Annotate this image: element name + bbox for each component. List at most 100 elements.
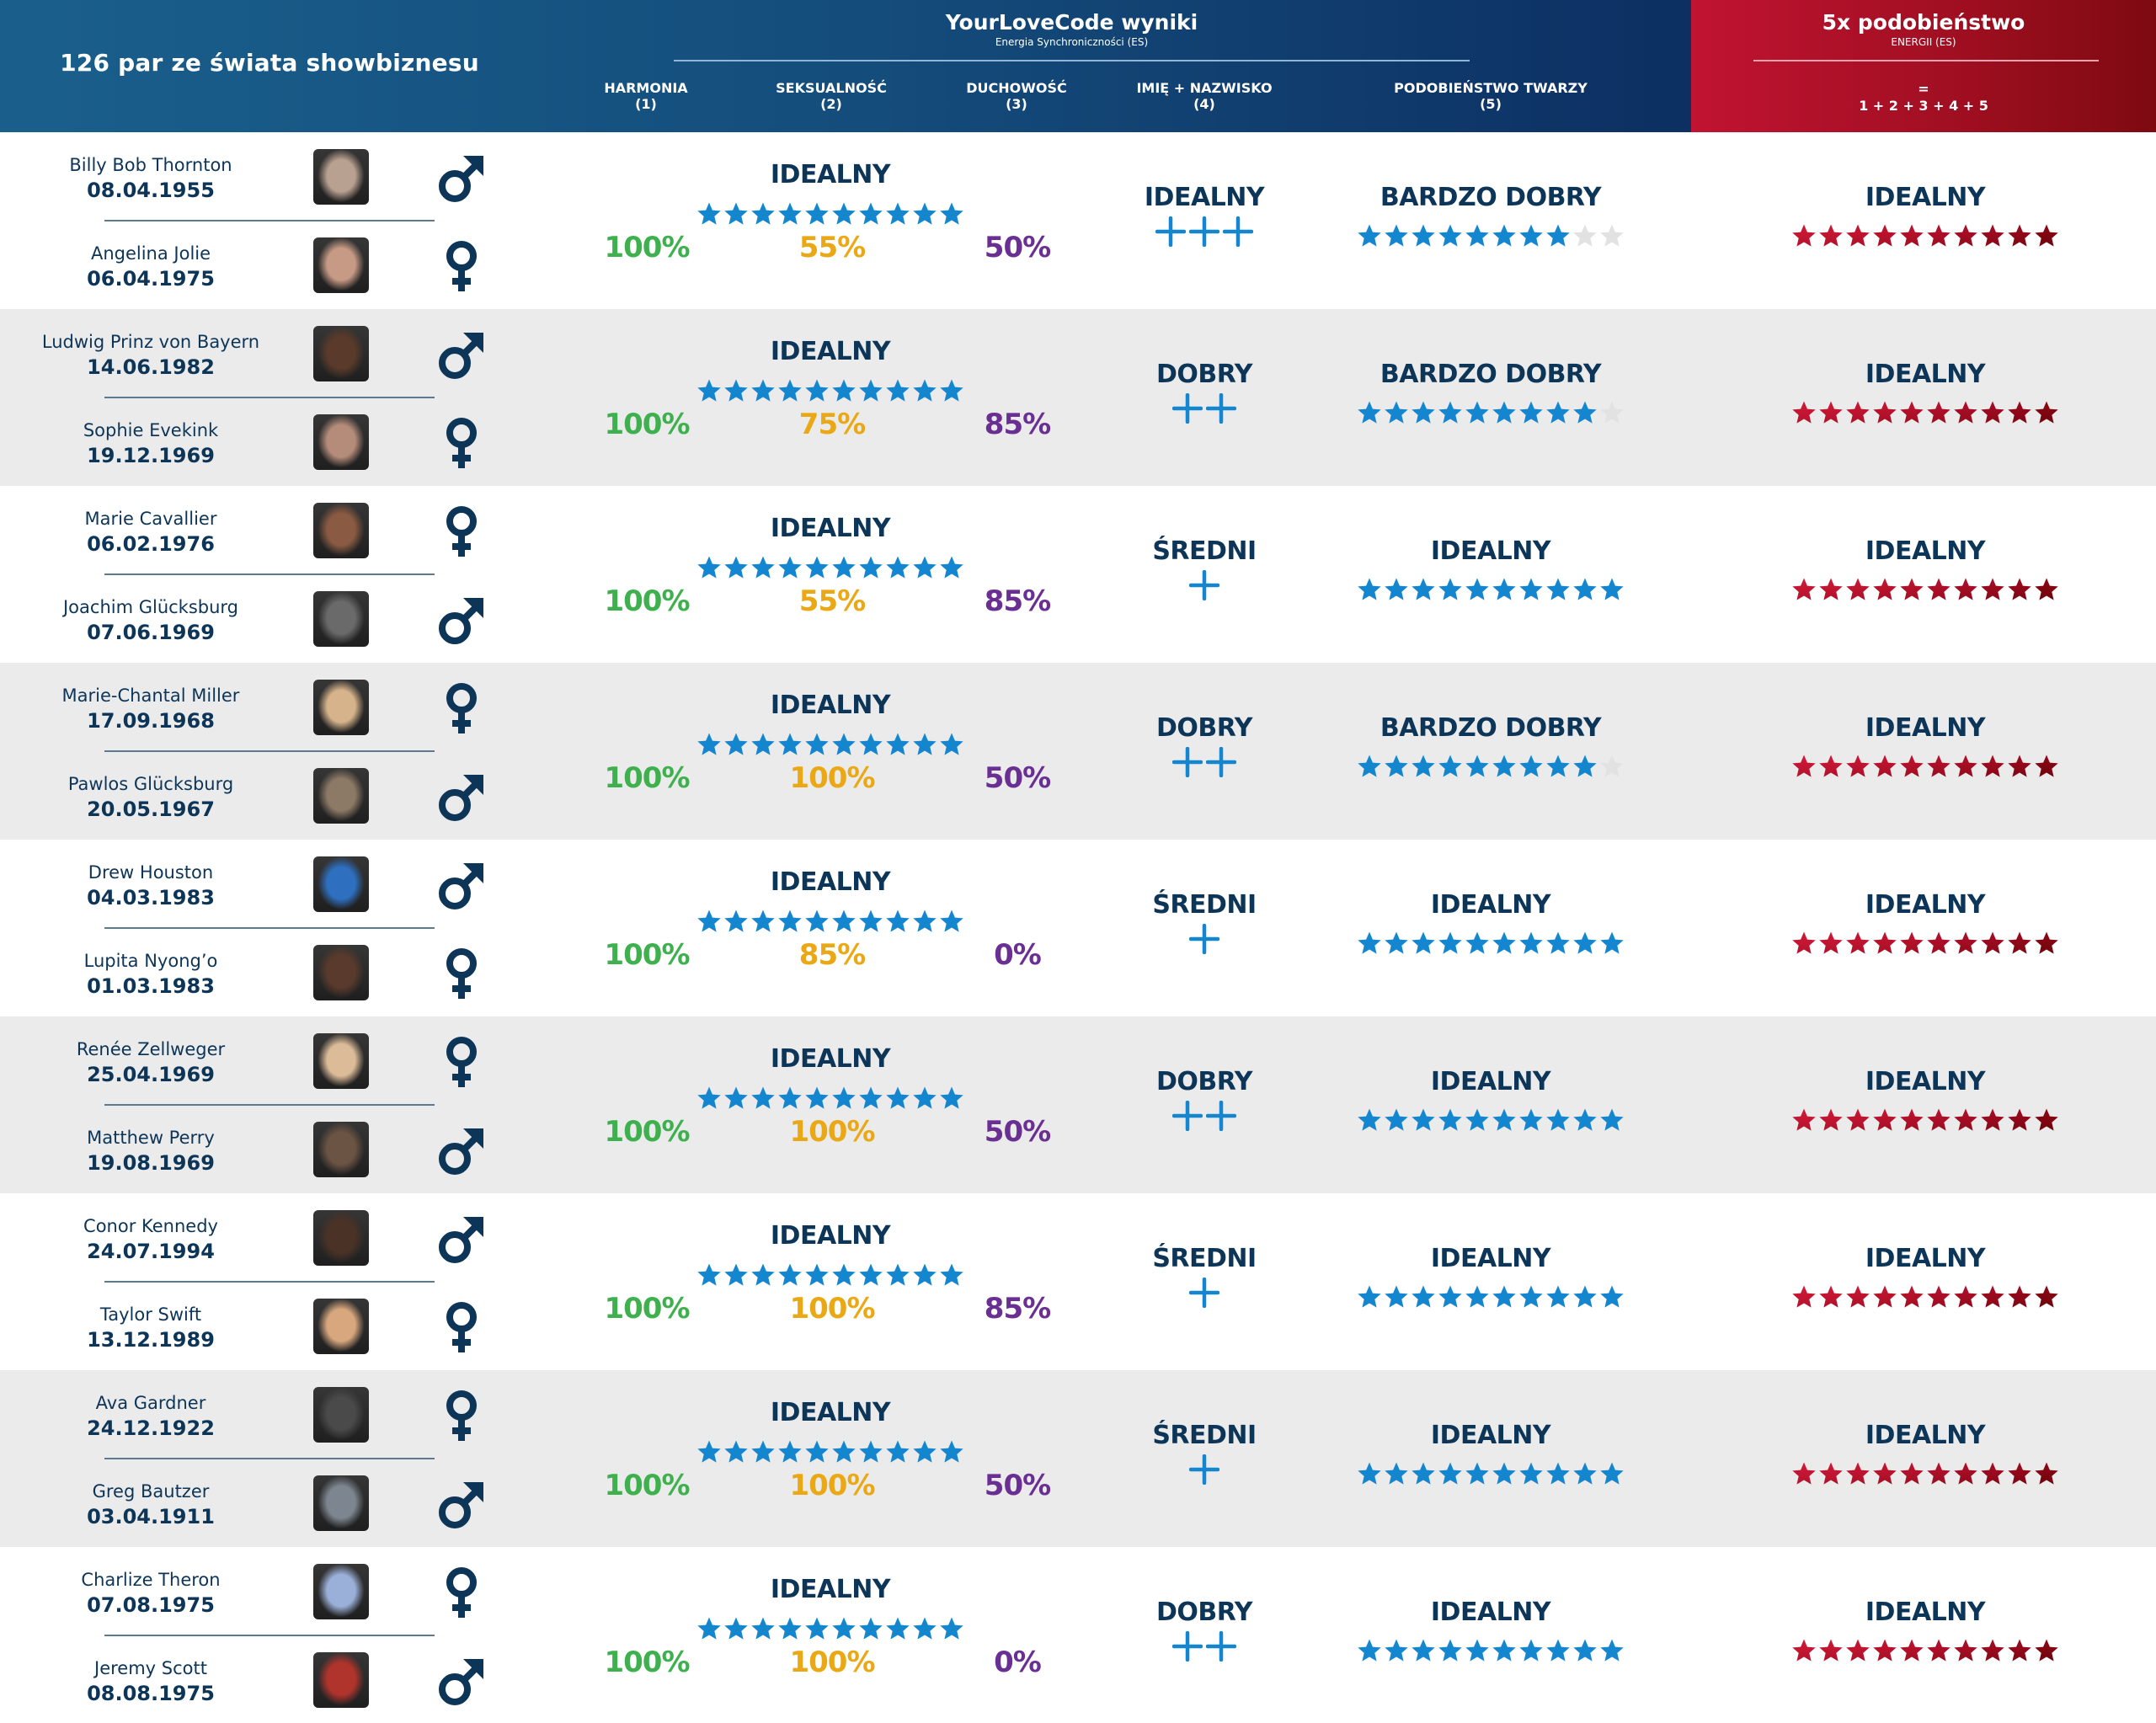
avatar [313, 1033, 369, 1089]
star-filled-icon [832, 1440, 856, 1463]
birth-date: 08.04.1955 [87, 179, 215, 202]
star-filled-icon [1412, 1462, 1435, 1485]
star-filled-icon [724, 910, 748, 932]
star-filled-icon [778, 1086, 802, 1109]
avatar [313, 1122, 369, 1177]
star-filled-icon [1465, 224, 1489, 247]
plus-icon [1155, 216, 1186, 247]
pair-divider [104, 1104, 435, 1106]
star-filled-icon [778, 1617, 802, 1640]
pair-divider [104, 1635, 435, 1636]
es-rating-label: IDEALNY [770, 1221, 891, 1251]
avatar [313, 414, 369, 470]
birth-date: 04.03.1983 [87, 886, 215, 910]
column-header-label: DUCHOWOŚĆ [966, 80, 1067, 96]
star-filled-icon [832, 1617, 856, 1640]
star-filled-icon [1546, 578, 1570, 600]
star-filled-red-icon [2035, 931, 2058, 954]
avatar [313, 1652, 369, 1708]
name-plus-rating [1189, 924, 1219, 954]
table-row: Ludwig Prinz von Bayern 14.06.1982 Sophie … [0, 309, 2156, 486]
star-empty-icon [1600, 755, 1624, 777]
star-filled-icon [697, 556, 721, 579]
star-filled-red-icon [2035, 1462, 2058, 1485]
avatar [313, 1564, 369, 1619]
star-filled-icon [805, 733, 829, 755]
star-filled-red-icon [2008, 401, 2031, 424]
star-filled-icon [724, 202, 748, 225]
star-filled-icon [1465, 578, 1489, 600]
star-filled-icon [940, 733, 963, 755]
star-filled-icon [1465, 1639, 1489, 1662]
star-filled-red-icon [1927, 224, 1951, 247]
star-filled-red-icon [1792, 1285, 1816, 1308]
star-filled-icon [1492, 1285, 1516, 1308]
star-filled-red-icon [1792, 578, 1816, 600]
star-filled-icon [1492, 931, 1516, 954]
name-plus-rating [1172, 1631, 1236, 1662]
total-subtitle: ENERGII (ES) [1891, 36, 1956, 48]
star-filled-icon [913, 1263, 937, 1286]
seksualnosc-percent: 100% [789, 1646, 875, 1679]
harmonia-percent: 100% [604, 408, 690, 441]
star-filled-red-icon [2008, 1108, 2031, 1131]
female-symbol-icon [446, 1390, 477, 1441]
birth-date: 13.12.1989 [87, 1328, 215, 1352]
total-formula: = 1 + 2 + 3 + 4 + 5 [1691, 81, 2156, 115]
star-filled-red-icon [1927, 1462, 1951, 1485]
star-filled-icon [886, 1440, 910, 1463]
star-filled-icon [751, 1617, 775, 1640]
star-filled-icon [1412, 755, 1435, 777]
star-filled-icon [1600, 1285, 1624, 1308]
star-filled-icon [751, 379, 775, 402]
star-filled-icon [805, 379, 829, 402]
male-symbol-icon [439, 333, 483, 379]
star-filled-icon [805, 1617, 829, 1640]
person-entry: Conor Kennedy 24.07.1994 [0, 1193, 483, 1282]
person-entry: Marie Cavallier 06.02.1976 [0, 486, 477, 574]
star-filled-icon [1600, 931, 1624, 954]
es-star-rating [696, 378, 965, 403]
birth-date: 17.09.1968 [87, 709, 215, 733]
star-filled-red-icon [1927, 1639, 1951, 1662]
person-entry: Ava Gardner 24.12.1922 [0, 1370, 477, 1459]
person-entry: Sophie Evekink 19.12.1969 [0, 397, 477, 486]
total-rating-label: IDEALNY [1865, 1598, 1986, 1627]
face-similarity-stars [1357, 223, 1625, 248]
star-filled-icon [751, 733, 775, 755]
table-row: Drew Houston 04.03.1983 Lupita Nyong’o 01.0… [0, 840, 2156, 1016]
star-filled-icon [859, 1617, 883, 1640]
male-symbol-icon [439, 775, 483, 821]
ylc-subtitle: Energia Synchroniczności (ES) [995, 36, 1149, 48]
star-filled-icon [1438, 1285, 1462, 1308]
star-filled-red-icon [1873, 224, 1897, 247]
star-filled-icon [940, 202, 963, 225]
column-header-seksualnosc: SEKSUALNOŚĆ (2) [776, 80, 887, 112]
star-filled-icon [940, 379, 963, 402]
star-filled-icon [697, 1263, 721, 1286]
star-filled-icon [1492, 578, 1516, 600]
person-name: Joachim Glücksburg [62, 597, 239, 617]
star-filled-icon [724, 1617, 748, 1640]
star-filled-icon [1546, 755, 1570, 777]
face-similarity-stars [1357, 754, 1625, 779]
star-filled-icon [1358, 1639, 1381, 1662]
star-filled-icon [1358, 224, 1381, 247]
star-filled-red-icon [1954, 224, 1977, 247]
name-rating-label: ŚREDNI [1152, 1421, 1257, 1450]
star-filled-icon [724, 1440, 748, 1463]
star-filled-icon [913, 379, 937, 402]
total-rating-label: IDEALNY [1865, 713, 1986, 743]
birth-date: 25.04.1969 [87, 1063, 215, 1086]
plus-icon [1172, 1101, 1203, 1131]
total-formula-sum: 1 + 2 + 3 + 4 + 5 [1859, 98, 1988, 114]
avatar [313, 149, 369, 205]
page-title: 126 par ze świata showbiznesu [60, 49, 479, 77]
face-similarity-label: IDEALNY [1430, 1421, 1551, 1450]
star-filled-icon [940, 1617, 963, 1640]
female-symbol-icon [446, 1567, 477, 1618]
star-filled-red-icon [1927, 1285, 1951, 1308]
column-header-number: (2) [820, 96, 842, 112]
star-filled-icon [1573, 755, 1597, 777]
star-filled-icon [724, 1086, 748, 1109]
